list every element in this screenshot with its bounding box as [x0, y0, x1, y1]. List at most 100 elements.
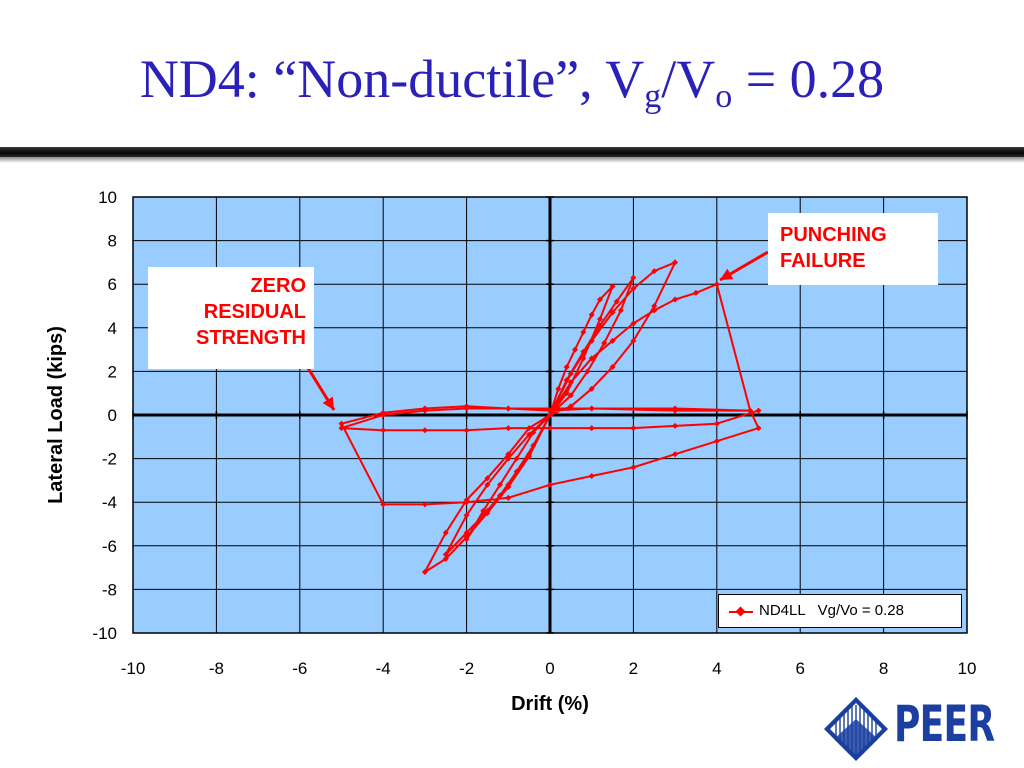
data-point: [421, 407, 428, 414]
x-tick-label: 2: [629, 659, 638, 678]
data-point: [580, 348, 587, 355]
data-point: [380, 412, 387, 418]
x-axis-label: Drift (%): [511, 693, 589, 715]
data-point: [496, 481, 503, 488]
legend-marker-swatch: [735, 606, 746, 617]
data-point: [547, 425, 553, 432]
callout-line: RESIDUAL: [203, 301, 306, 323]
data-point: [597, 316, 604, 323]
title-divider: [0, 147, 1024, 157]
data-point: [484, 510, 491, 517]
data-point: [567, 392, 574, 399]
data-point: [630, 274, 637, 281]
data-point: [380, 427, 387, 434]
data-point: [496, 492, 503, 499]
data-point: [567, 379, 574, 386]
data-point: [563, 377, 570, 384]
data-point: [442, 529, 449, 536]
x-tick-label: -8: [209, 659, 224, 678]
data-point: [505, 455, 512, 462]
data-point: [442, 555, 449, 562]
callout-line: ZERO: [250, 275, 306, 297]
x-tick-label: -10: [121, 659, 146, 678]
y-tick-label: 4: [108, 319, 117, 338]
data-point: [630, 425, 637, 432]
data-point: [630, 464, 637, 471]
data-point: [547, 481, 553, 488]
data-point: [463, 499, 470, 506]
data-point: [563, 390, 570, 397]
data-point: [480, 512, 487, 519]
x-tick-label: -2: [459, 659, 474, 678]
data-point: [567, 403, 574, 410]
data-point: [713, 438, 720, 445]
data-point: [547, 412, 553, 418]
data-point: [672, 405, 679, 412]
data-point: [526, 425, 533, 432]
data-point: [630, 320, 637, 327]
data-point: [480, 507, 487, 514]
y-tick-label: -8: [102, 580, 117, 599]
data-point: [421, 427, 428, 434]
data-point: [713, 420, 720, 427]
data-point: [505, 405, 512, 412]
data-point: [547, 407, 553, 414]
data-point: [530, 442, 537, 449]
data-point: [609, 337, 616, 344]
data-point: [463, 405, 470, 412]
data-point: [588, 405, 595, 412]
y-tick-label: 10: [98, 188, 117, 207]
callout-line: STRENGTH: [196, 327, 306, 349]
data-point: [755, 407, 762, 414]
peer-logo-icon: [824, 697, 888, 761]
legend-label: ND4LL Vg/Vo = 0.28: [759, 602, 904, 619]
data-point: [505, 425, 512, 432]
y-tick-label: 0: [108, 406, 117, 425]
data-point: [755, 425, 762, 432]
zero-residual-arrow-head: [322, 396, 334, 410]
data-point: [563, 364, 570, 371]
data-point: [588, 385, 595, 392]
data-point: [463, 427, 470, 434]
data-point: [601, 340, 608, 347]
data-point: [588, 355, 595, 362]
data-point: [630, 285, 637, 292]
title-divider-shadow: [0, 157, 1024, 163]
y-tick-label: 6: [108, 275, 117, 294]
peer-logo: PEER: [822, 697, 995, 761]
data-point: [617, 307, 624, 314]
data-point: [609, 364, 616, 371]
y-tick-label: 2: [108, 362, 117, 381]
y-tick-label: 8: [108, 232, 117, 251]
data-point: [567, 370, 574, 377]
data-point: [580, 355, 587, 362]
data-point: [580, 329, 587, 336]
data-point: [505, 494, 512, 501]
data-point: [588, 473, 595, 480]
data-point: [572, 346, 579, 353]
data-point: [747, 407, 754, 414]
data-point: [597, 322, 604, 329]
data-point: [609, 309, 616, 316]
callout-line: PUNCHING: [780, 224, 887, 246]
x-tick-label: 4: [712, 659, 721, 678]
x-tick-label: -6: [292, 659, 307, 678]
data-point: [630, 337, 637, 344]
x-tick-label: 10: [958, 659, 977, 678]
data-point: [672, 296, 679, 303]
data-point: [588, 425, 595, 432]
data-point: [672, 422, 679, 429]
data-point: [597, 296, 604, 303]
x-tick-label: 0: [545, 659, 554, 678]
data-point: [672, 451, 679, 458]
data-point: [338, 425, 345, 432]
data-point: [513, 468, 520, 475]
x-tick-label: -4: [376, 659, 391, 678]
y-tick-label: -4: [102, 493, 117, 512]
data-point: [526, 431, 533, 438]
zero-residual-strength-callout: ZERO RESIDUAL STRENGTH: [148, 267, 314, 369]
data-point: [505, 451, 512, 458]
data-point: [530, 429, 537, 436]
data-point: [505, 483, 512, 490]
